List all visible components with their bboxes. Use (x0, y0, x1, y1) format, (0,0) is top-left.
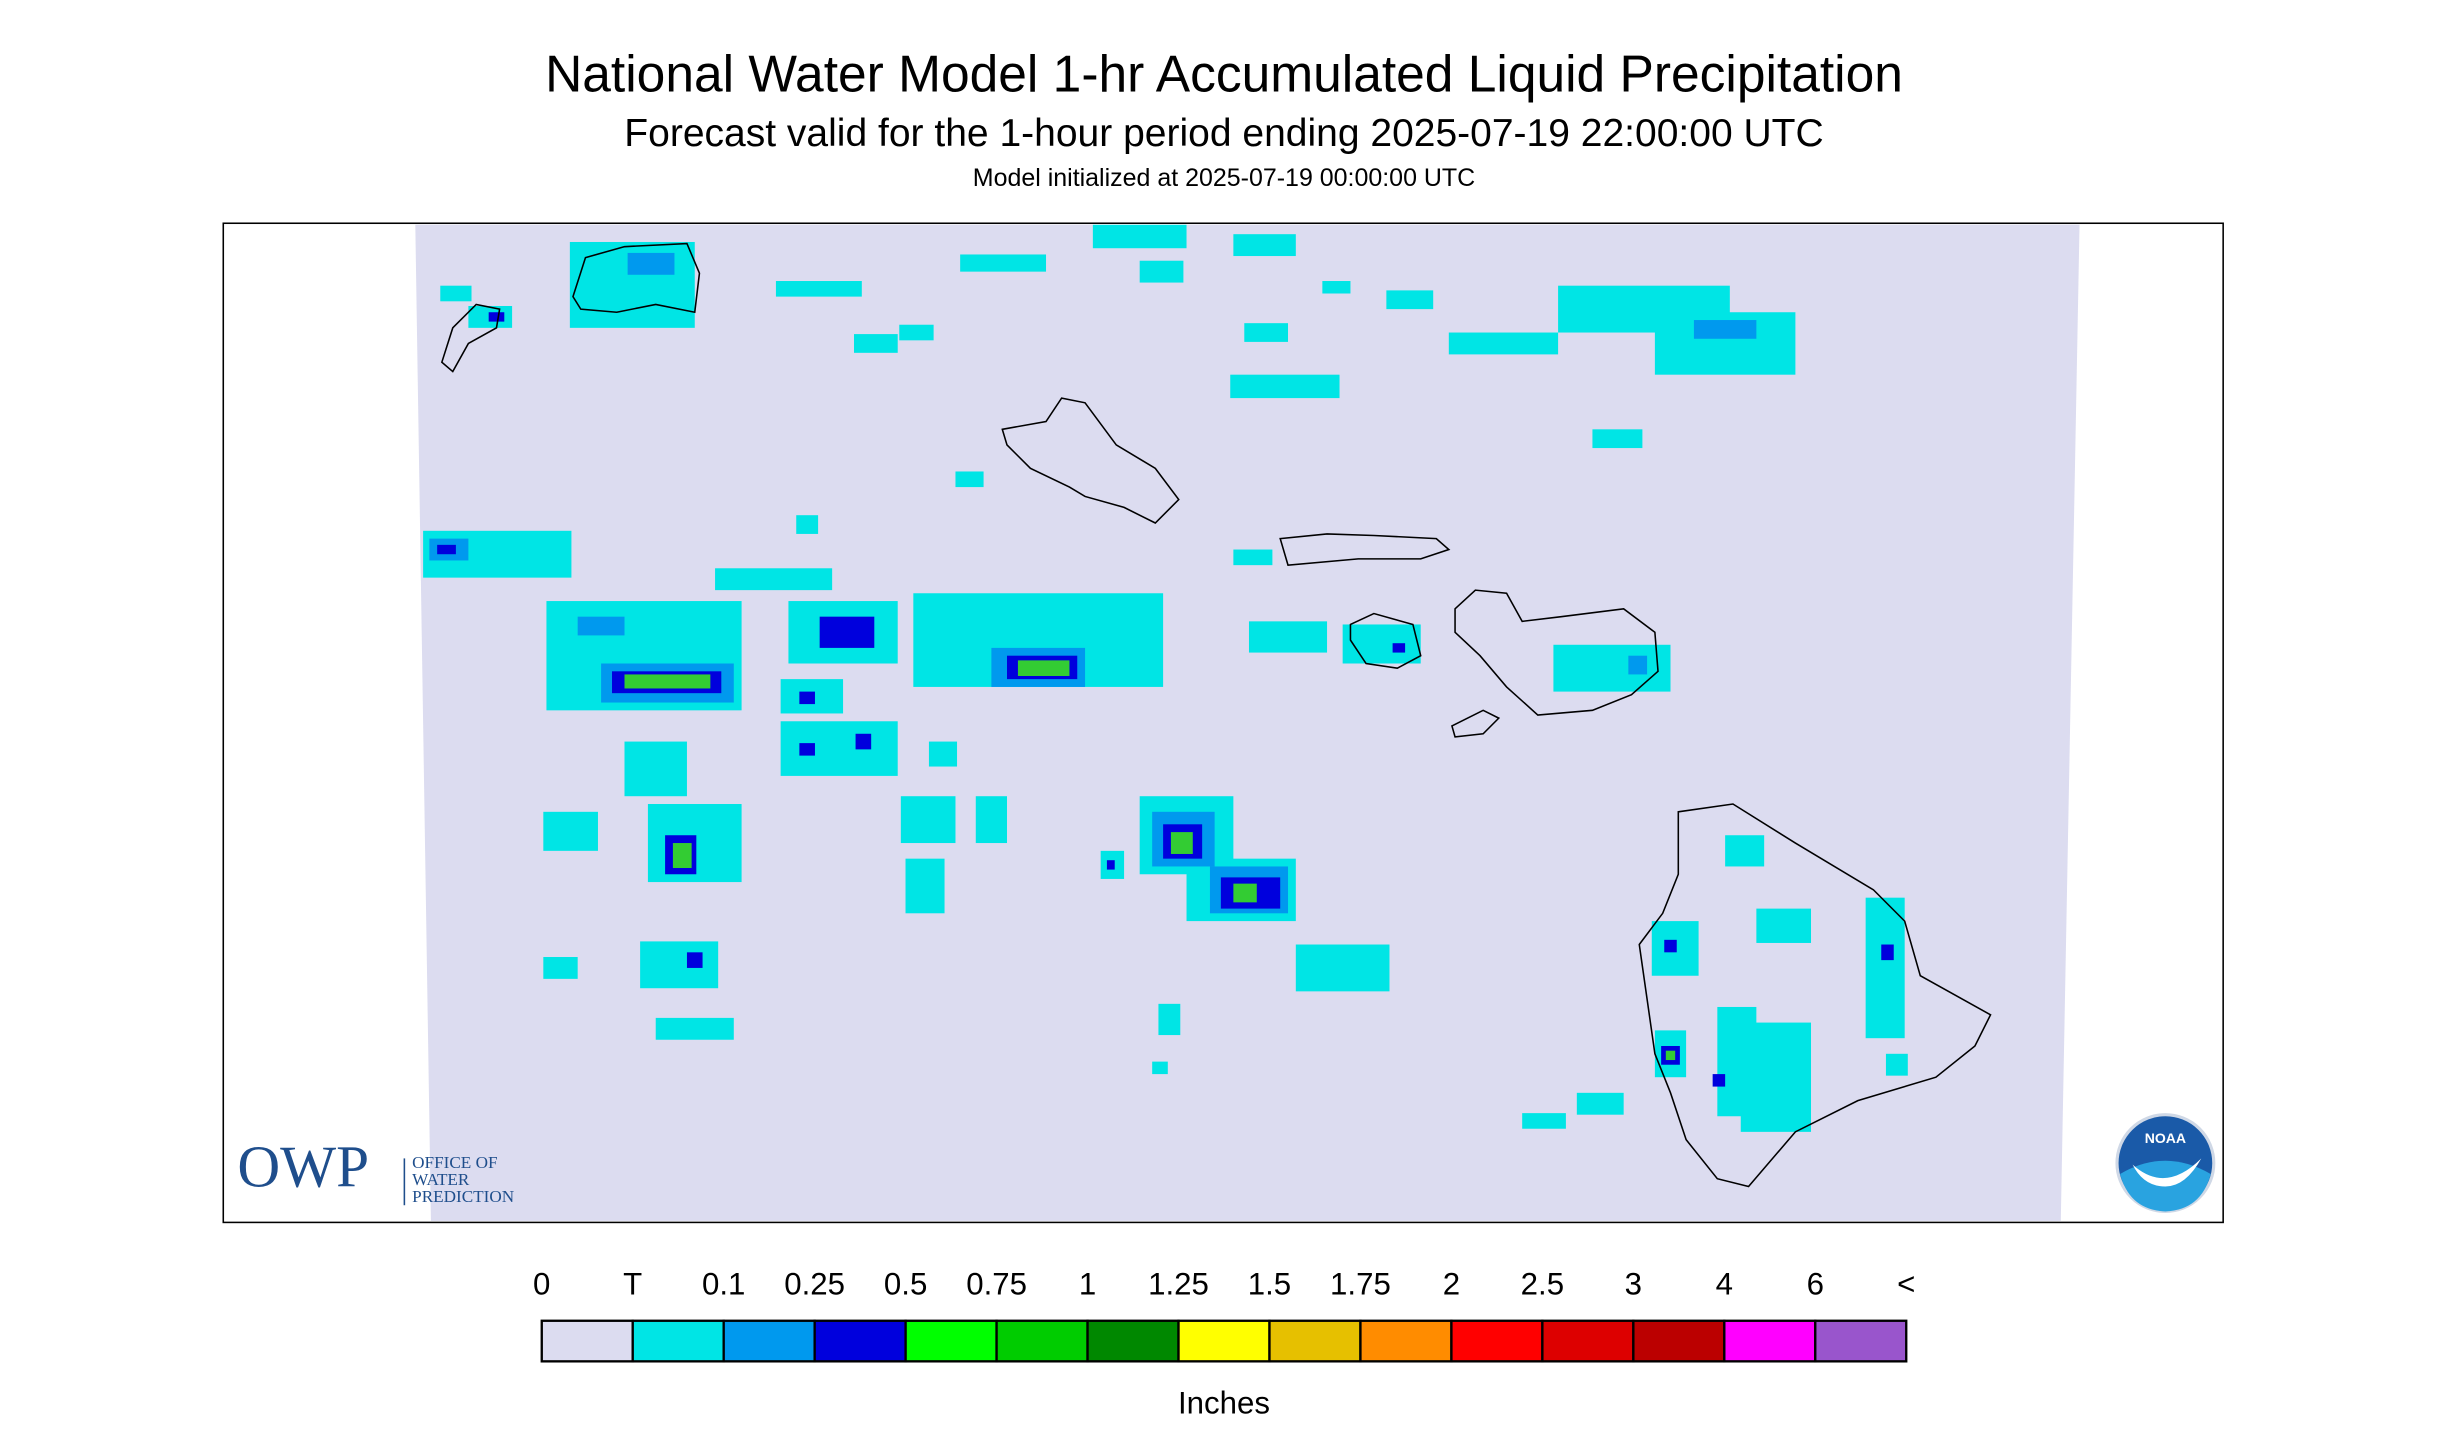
subtitle: Forecast valid for the 1-hour period end… (624, 112, 1823, 155)
legend-label: 6 (1807, 1267, 1824, 1302)
legend-swatch (1723, 1319, 1817, 1363)
legend-label: 0.25 (784, 1267, 845, 1302)
owp-logo-text: WATER (412, 1170, 470, 1189)
map: OWP OFFICE OF WATER PREDICTION NOAA (222, 222, 2224, 1224)
legend-label: 0.1 (702, 1267, 745, 1302)
legend-swatch (1541, 1319, 1635, 1363)
legend-swatch (1177, 1319, 1271, 1363)
legend-label: 0.5 (884, 1267, 927, 1302)
legend-swatch (1268, 1319, 1362, 1363)
legend-swatch (904, 1319, 998, 1363)
model-domain (415, 224, 2080, 1221)
owp-logo-text: PREDICTION (412, 1187, 514, 1206)
legend-label: T (623, 1267, 642, 1302)
noaa-logo: NOAA (2115, 1113, 2216, 1214)
legend-label: 2 (1443, 1267, 1460, 1302)
legend-label: 0 (533, 1267, 550, 1302)
legend-swatch (813, 1319, 907, 1363)
legend-label: 0.75 (966, 1267, 1027, 1302)
legend-unit: Inches (1178, 1385, 1270, 1420)
legend-label: < (1897, 1267, 1915, 1302)
legend-swatch (1359, 1319, 1453, 1363)
title: National Water Model 1-hr Accumulated Li… (545, 45, 1903, 103)
legend-swatch (1632, 1319, 1726, 1363)
legend-label: 1.5 (1248, 1267, 1291, 1302)
legend-label: 1.25 (1148, 1267, 1209, 1302)
init-note: Model initialized at 2025-07-19 00:00:00… (973, 164, 1475, 192)
owp-logo: OWP OFFICE OF WATER PREDICTION (237, 1134, 514, 1207)
noaa-logo-text: NOAA (2145, 1130, 2186, 1146)
legend-swatch (1814, 1319, 1908, 1363)
legend-swatch (631, 1319, 725, 1363)
island-outlines (440, 242, 1992, 1188)
legend-label: 4 (1716, 1267, 1733, 1302)
owp-logo-mark: OWP (237, 1134, 369, 1200)
legend-label: 3 (1625, 1267, 1642, 1302)
legend-label: 2.5 (1521, 1267, 1564, 1302)
owp-logo-text: OFFICE OF (412, 1153, 497, 1172)
legend-swatch (1086, 1319, 1180, 1363)
legend-label: 1.75 (1330, 1267, 1391, 1302)
legend-swatch (1450, 1319, 1544, 1363)
legend-swatch (722, 1319, 816, 1363)
legend-label: 1 (1079, 1267, 1096, 1302)
precip-blobs (423, 224, 1908, 1132)
legend-swatch (540, 1319, 634, 1363)
legend: Inches 0 T 0.1 0.25 0.5 0.75 1 1.25 1.5 1.75 2 2.5 3… (533, 1267, 1915, 1421)
legend-swatch (995, 1319, 1089, 1363)
